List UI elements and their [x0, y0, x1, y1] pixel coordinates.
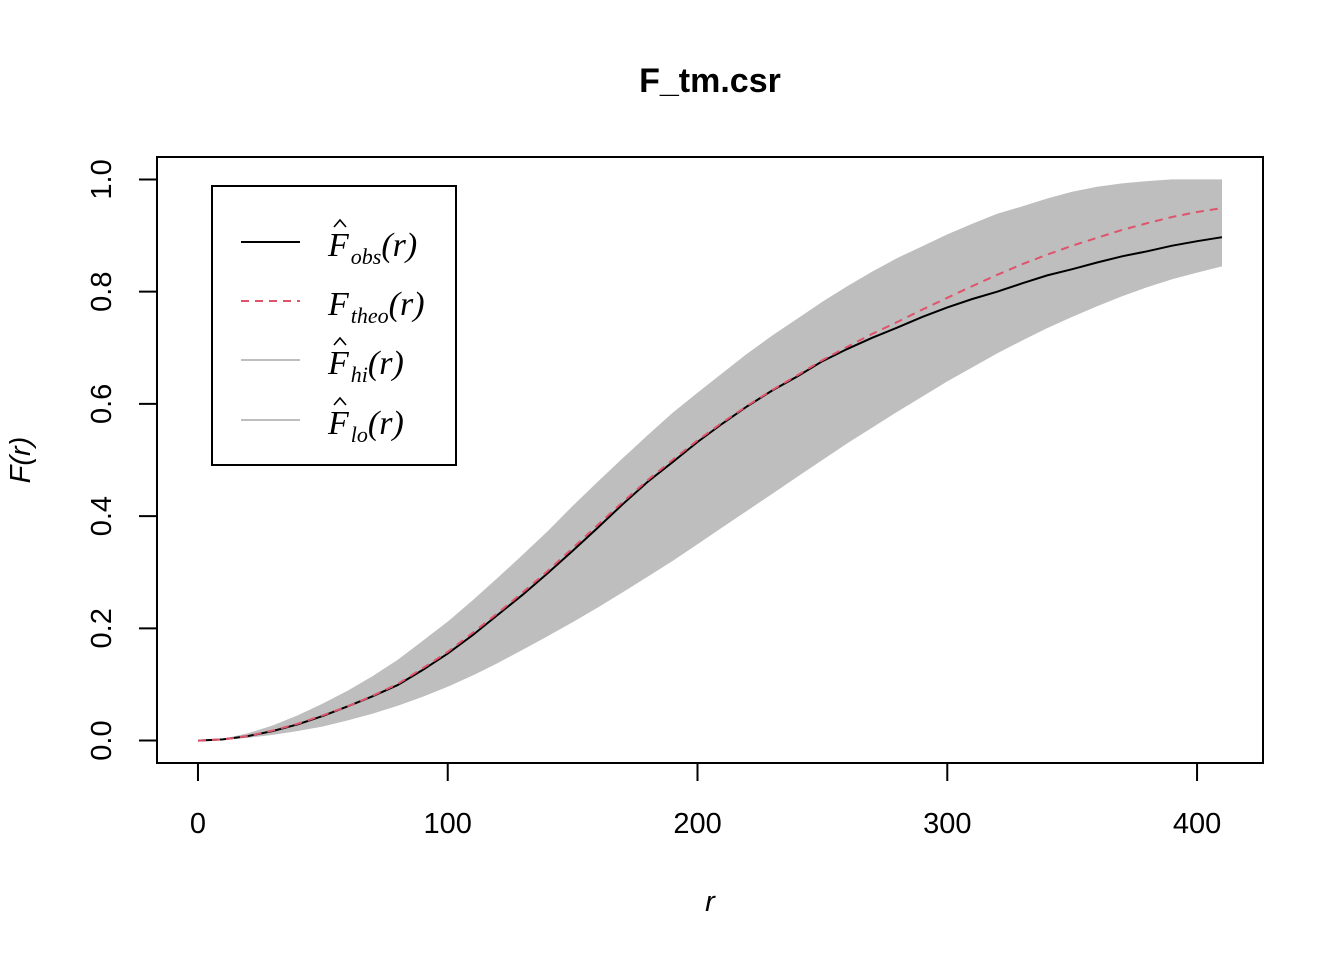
y-axis: 0.0 0.2 0.4 0.6 0.8 1.0: [86, 159, 158, 761]
x-tick-label: 200: [673, 808, 721, 840]
series-line-theo: [197, 207, 1223, 742]
legend: Fobs(r) Ftheo(r) Fhi(r) Flo(r): [211, 185, 457, 466]
x-tick-label: 0: [190, 808, 206, 840]
y-axis-label: F(r): [5, 437, 37, 484]
x-axis: 0 100 200 300 400: [190, 762, 1221, 840]
legend-label-obs: Fobs(r): [327, 227, 417, 269]
y-tick-label: 1.0: [86, 159, 118, 199]
hat-accent-icon: [333, 396, 347, 406]
envelope-band: [198, 179, 1222, 741]
series-line-layer: [197, 207, 1223, 742]
legend-box: [211, 185, 457, 466]
hat-accent-icon: [333, 336, 347, 346]
y-tick-label: 0.0: [86, 720, 118, 760]
hat-accent-icon: [333, 218, 347, 228]
x-axis-label: r: [705, 886, 716, 918]
y-tick-label: 0.4: [86, 496, 118, 536]
y-tick-label: 0.8: [86, 272, 118, 312]
x-tick-label: 300: [923, 808, 971, 840]
x-tick-label: 100: [424, 808, 472, 840]
x-tick-label: 400: [1173, 808, 1221, 840]
legend-label-theo: Ftheo(r): [327, 286, 425, 328]
envelope-band-layer: [198, 179, 1222, 741]
legend-label-hi: Fhi(r): [327, 345, 404, 387]
series-line-obs: [197, 236, 1223, 742]
y-tick-label: 0.6: [86, 384, 118, 424]
y-tick-label: 0.2: [86, 608, 118, 648]
legend-label-lo: Flo(r): [327, 405, 404, 447]
chart-title: F_tm.csr: [639, 62, 781, 100]
